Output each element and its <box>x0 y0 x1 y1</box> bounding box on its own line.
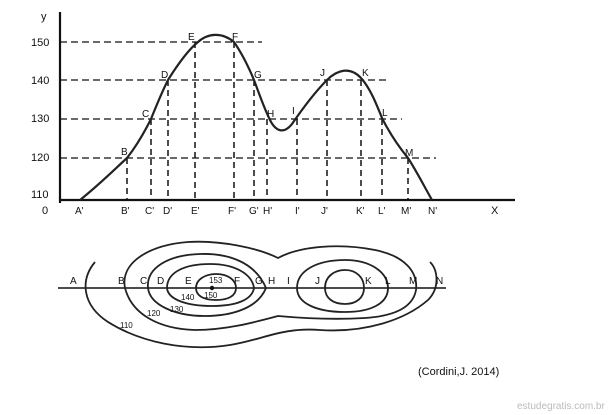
x-tick-D: D' <box>163 206 172 217</box>
y-tick-110: 110 <box>31 189 49 201</box>
profile-point-K: K <box>362 68 369 79</box>
x-tick-J: J' <box>321 206 328 217</box>
y-tick-140: 140 <box>31 75 49 87</box>
x-tick-N: N' <box>428 206 437 217</box>
origin-label: 0 <box>42 205 48 217</box>
profile-point-E: E <box>188 32 195 43</box>
profile-point-F: F <box>232 32 238 43</box>
x-axis-label: X <box>491 205 499 217</box>
contour-120 <box>123 240 418 331</box>
x-tick-E: E' <box>191 206 200 217</box>
map-label-C: C <box>140 276 147 287</box>
x-tick-F: F' <box>228 206 236 217</box>
map-label-J: J <box>315 276 320 287</box>
map-label-H: H <box>268 276 275 287</box>
map-label-I: I <box>287 276 290 287</box>
profile-point-J: J <box>320 68 325 79</box>
y-tick-130: 130 <box>31 113 49 125</box>
profile-point-B: B <box>121 147 128 158</box>
map-label-G: G <box>255 276 263 287</box>
contour-130 <box>147 253 267 317</box>
x-tick-A: A' <box>75 206 84 217</box>
x-tick-M: M' <box>401 206 411 217</box>
x-tick-H: H' <box>263 206 272 217</box>
summit-point <box>209 285 215 291</box>
map-label-A: A <box>70 276 77 287</box>
profile-point-C: C <box>142 109 149 120</box>
y-tick-150: 150 <box>31 37 49 49</box>
contour-label-120: 120 <box>147 309 161 318</box>
x-tick-C: C' <box>145 206 154 217</box>
y-axis-label: y <box>41 11 47 23</box>
x-tick-L: L' <box>378 206 386 217</box>
contour-150 <box>195 273 237 301</box>
profile-point-I: I <box>292 106 295 117</box>
profile-diagram: y X 0 150 140 130 120 110 B C D E F <box>31 11 515 217</box>
profile-point-M: M <box>405 148 413 159</box>
profile-point-D: D <box>161 70 168 81</box>
contour-140 <box>166 263 255 307</box>
x-tick-B: B' <box>121 206 130 217</box>
x-tick-I: I' <box>295 206 300 217</box>
map-label-N: N <box>436 276 443 287</box>
x-tick-G: G' <box>249 206 259 217</box>
x-tick-K: K' <box>356 206 365 217</box>
contour-map: A B C D E F G H I J K L M N 153 150 140 … <box>58 240 446 349</box>
map-label-D: D <box>157 276 164 287</box>
contour-label-140: 140 <box>181 293 195 302</box>
contour-right-outer <box>296 259 389 313</box>
profile-point-H: H <box>267 109 274 120</box>
contour-label-110: 110 <box>120 321 133 330</box>
source-credit: (Cordini,J. 2014) <box>418 366 499 378</box>
profile-point-L: L <box>382 108 388 119</box>
terrain-profile-curve <box>79 33 433 201</box>
map-label-L: L <box>385 276 391 287</box>
map-label-E: E <box>185 276 192 287</box>
contour-label-153: 153 <box>209 276 223 285</box>
map-label-B: B <box>118 276 125 287</box>
contour-label-150: 150 <box>204 291 218 300</box>
profile-point-G: G <box>254 70 262 81</box>
contour-label-130: 130 <box>170 305 184 314</box>
contour-110 <box>84 261 438 349</box>
contour-right-inner <box>324 269 365 305</box>
y-tick-120: 120 <box>31 152 49 164</box>
map-label-M: M <box>409 276 417 287</box>
site-watermark: estudegratis.com.br <box>517 401 605 412</box>
map-label-K: K <box>365 276 372 287</box>
map-label-F: F <box>234 276 240 287</box>
